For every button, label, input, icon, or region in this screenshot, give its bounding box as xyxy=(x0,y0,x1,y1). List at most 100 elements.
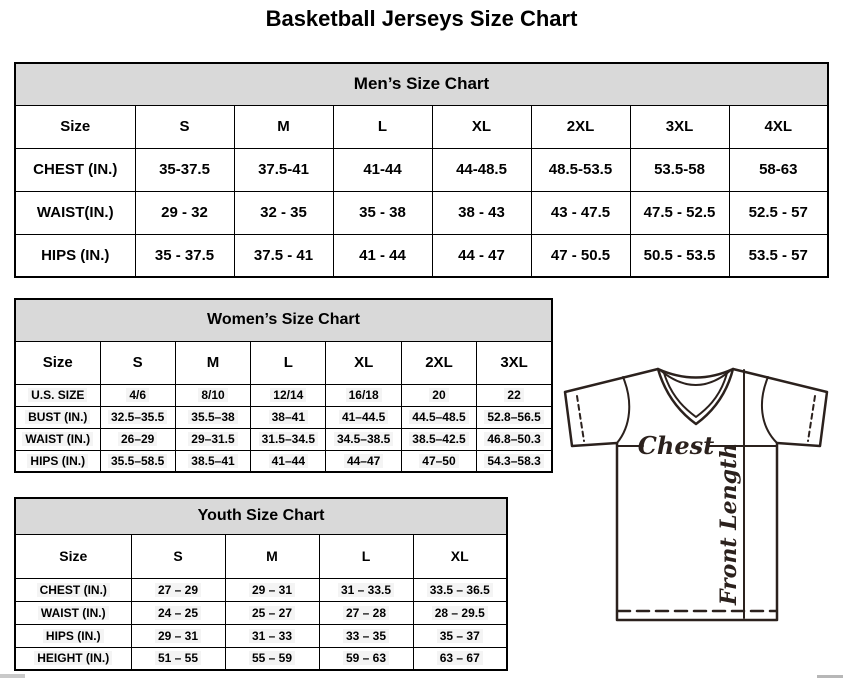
row-label-cell: HIPS (IN.) xyxy=(14,449,101,473)
value-cell: 28 – 29.5 xyxy=(412,600,508,625)
horizontal-scrollbar-fragment-left[interactable] xyxy=(0,674,25,678)
row-label-cell: CHEST (IN.) xyxy=(14,147,136,192)
col-header-cell: M xyxy=(233,104,334,149)
table-row: HIPS (IN.) 35 - 37.5 37.5 - 41 41 - 44 4… xyxy=(14,233,829,278)
col-header-cell: L xyxy=(318,533,414,579)
value-cell: 31 – 33 xyxy=(224,623,320,648)
value: 51 – 55 xyxy=(154,651,202,666)
value-cell: 53.5 - 57 xyxy=(728,233,829,278)
value-cell: 44-48.5 xyxy=(431,147,532,192)
mens-chart-title: Men’s Size Chart xyxy=(14,62,829,106)
row-label-cell: HIPS (IN.) xyxy=(14,623,132,648)
value: 16/18 xyxy=(345,388,382,402)
youth-chart-title: Youth Size Chart xyxy=(14,497,508,535)
collar-back-arc xyxy=(659,369,732,386)
value-cell: 12/14 xyxy=(250,383,327,407)
value-cell: 59 – 63 xyxy=(318,646,414,671)
value-cell: 41–44 xyxy=(250,449,327,473)
value-cell: 47 - 50.5 xyxy=(530,233,631,278)
row-label: WAIST (IN.) xyxy=(22,432,94,446)
table-row: CHEST (IN.) 35-37.5 37.5-41 41-44 44-48.… xyxy=(14,147,829,192)
col-header-cell: XL xyxy=(325,340,402,385)
value-cell: 35 - 38 xyxy=(332,190,433,235)
table-row: HIPS (IN.) 35.5–58.5 38.5–41 41–44 44–47… xyxy=(14,449,553,473)
value-cell: 33 – 35 xyxy=(318,623,414,648)
value-cell: 47.5 - 52.5 xyxy=(629,190,730,235)
value: 31 – 33.5 xyxy=(337,582,395,597)
value: 63 – 67 xyxy=(436,651,483,666)
value-cell: 52.8–56.5 xyxy=(476,405,553,429)
jersey-outline xyxy=(563,367,829,622)
value: 22 xyxy=(504,388,524,402)
value: 20 xyxy=(429,388,449,402)
value: 29 – 31 xyxy=(154,628,202,643)
row-label: WAIST (IN.) xyxy=(37,605,109,620)
value: 33 – 35 xyxy=(342,628,390,643)
row-label: BUST (IN.) xyxy=(25,410,91,424)
table-row: HEIGHT (IN.) 51 – 55 55 – 59 59 – 63 63 … xyxy=(14,646,508,671)
value: 47–50 xyxy=(419,453,459,468)
value-cell: 58-63 xyxy=(728,147,829,192)
value: 34.5–38.5 xyxy=(333,432,394,446)
value: 35.5–38 xyxy=(188,410,238,424)
value-cell: 38–41 xyxy=(250,405,327,429)
row-label-cell: WAIST (IN.) xyxy=(14,600,132,625)
value-cell: 41 - 44 xyxy=(332,233,433,278)
value-cell: 53.5-58 xyxy=(629,147,730,192)
value: 55 – 59 xyxy=(248,651,296,666)
value-cell: 32 - 35 xyxy=(233,190,334,235)
value-cell: 29 - 32 xyxy=(134,190,235,235)
value: 27 – 28 xyxy=(342,605,390,620)
row-label: U.S. SIZE xyxy=(28,388,88,402)
value-cell: 27 – 28 xyxy=(318,600,414,625)
table-row: HIPS (IN.) 29 – 31 31 – 33 33 – 35 35 – … xyxy=(14,623,508,648)
value-cell: 16/18 xyxy=(325,383,402,407)
armhole-seam-right xyxy=(761,376,778,444)
column-header-row: Size S M L XL 2XL 3XL xyxy=(14,340,553,385)
value: 38–41 xyxy=(268,410,308,424)
value-cell: 22 xyxy=(476,383,553,407)
value-cell: 38.5–41 xyxy=(174,449,252,473)
youth-size-chart-table: Youth Size Chart Size S M L XL CHEST (IN… xyxy=(14,497,508,671)
value-cell: 35 – 37 xyxy=(412,623,508,648)
page-title: Basketball Jerseys Size Chart xyxy=(265,6,578,31)
value: 25 – 27 xyxy=(248,605,296,620)
value: 46.8–50.3 xyxy=(484,432,544,446)
value-cell: 37.5-41 xyxy=(233,147,334,192)
table-row: U.S. SIZE 4/6 8/10 12/14 16/18 20 22 xyxy=(14,383,553,407)
row-label-cell: CHEST (IN.) xyxy=(14,577,132,602)
value-cell: 20 xyxy=(400,383,478,407)
table-row: WAIST (IN.) 24 – 25 25 – 27 27 – 28 28 –… xyxy=(14,600,508,625)
value: 32.5–35.5 xyxy=(107,410,168,424)
value: 29 – 31 xyxy=(248,582,296,597)
horizontal-scrollbar-fragment-right[interactable] xyxy=(817,675,843,678)
value-cell: 29 – 31 xyxy=(130,623,226,648)
value-cell: 43 - 47.5 xyxy=(530,190,631,235)
col-header-cell: M xyxy=(174,340,252,385)
value: 41–44 xyxy=(268,453,308,468)
value-cell: 35 - 37.5 xyxy=(134,233,235,278)
row-label-cell: HEIGHT (IN.) xyxy=(14,646,132,671)
value-cell: 41–44.5 xyxy=(325,405,402,429)
value-cell: 54.3–58.3 xyxy=(476,449,553,473)
row-label-cell: WAIST (IN.) xyxy=(14,427,101,451)
table-title-row: Men’s Size Chart xyxy=(14,62,829,106)
row-label: HIPS (IN.) xyxy=(42,628,104,643)
sleeve-cuff-dashed-left xyxy=(576,395,585,442)
value-cell: 52.5 - 57 xyxy=(728,190,829,235)
value-cell: 25 – 27 xyxy=(224,600,320,625)
value: 12/14 xyxy=(270,388,307,402)
value: 31 – 33 xyxy=(248,628,296,643)
value-cell: 44.5–48.5 xyxy=(400,405,478,429)
value-cell: 33.5 – 36.5 xyxy=(412,577,508,602)
value-cell: 35.5–38 xyxy=(174,405,252,429)
value-cell: 35-37.5 xyxy=(134,147,235,192)
value-cell: 31.5–34.5 xyxy=(250,427,327,451)
table-row: WAIST (IN.) 26–29 29–31.5 31.5–34.5 34.5… xyxy=(14,427,553,451)
chest-label: Chest xyxy=(638,431,714,460)
row-label-cell: BUST (IN.) xyxy=(14,405,101,429)
col-header-cell: 3XL xyxy=(476,340,553,385)
value-cell: 63 – 67 xyxy=(412,646,508,671)
row-label: HIPS (IN.) xyxy=(27,453,89,468)
